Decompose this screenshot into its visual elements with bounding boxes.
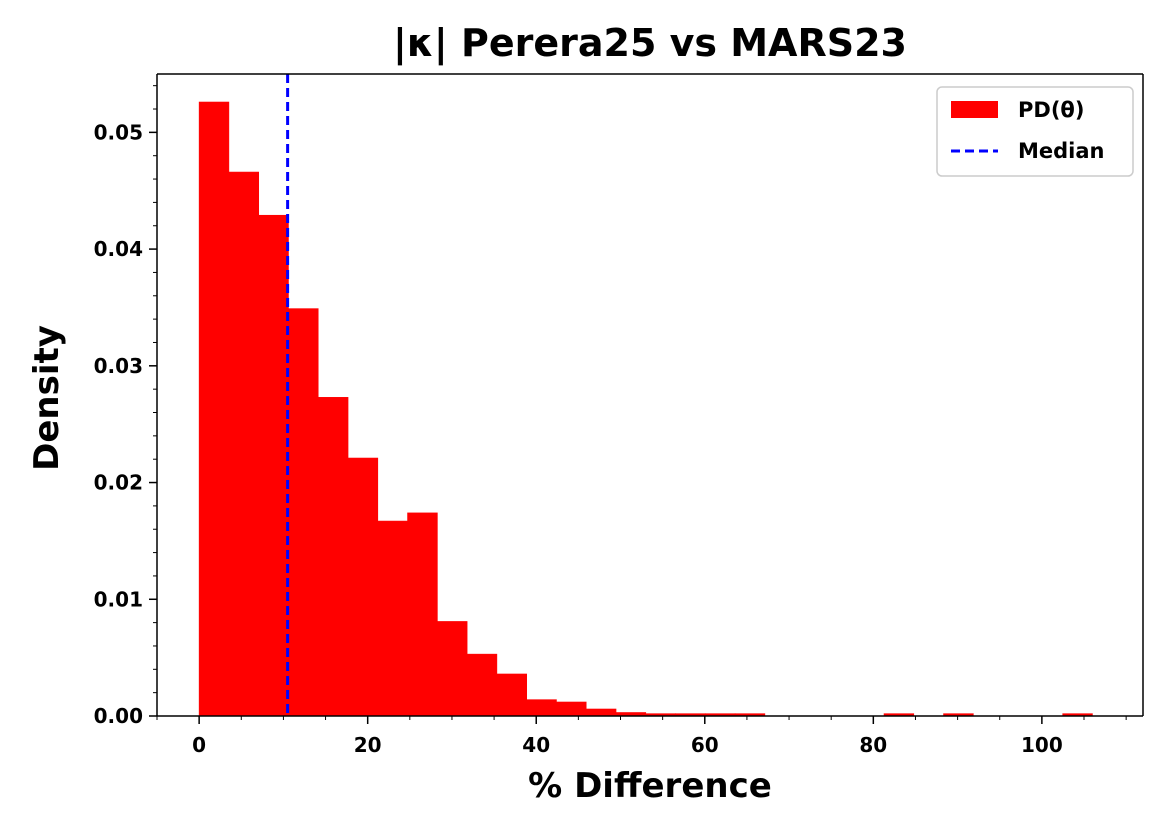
histogram-bars xyxy=(198,101,1093,717)
x-axis-label: % Difference xyxy=(528,766,772,806)
y-tick-label: 0.01 xyxy=(94,587,143,611)
histogram-bar xyxy=(496,673,528,717)
x-axis-ticks: 0 20 40 60 80 100 xyxy=(156,716,1127,757)
plot-frame xyxy=(156,73,1144,717)
histogram-bar xyxy=(258,214,289,717)
legend: PD(θ) Median xyxy=(936,86,1134,177)
y-axis-ticks: 0.00 0.01 0.02 0.03 0.04 0.05 xyxy=(94,85,157,728)
chart-title: |κ| Perera25 vs MARS23 xyxy=(393,21,907,66)
histogram-bar xyxy=(228,171,260,717)
x-tick-label: 20 xyxy=(354,733,382,757)
y-axis-label: Density xyxy=(27,325,67,471)
histogram-bar xyxy=(198,101,230,717)
x-tick-label: 100 xyxy=(1021,733,1063,757)
y-tick-label: 0.04 xyxy=(94,237,143,261)
y-tick-label: 0.02 xyxy=(94,471,143,495)
y-tick-label: 0.00 xyxy=(94,704,143,728)
legend-bar-swatch xyxy=(951,101,998,118)
histogram-bar xyxy=(288,308,319,717)
x-tick-label: 40 xyxy=(522,733,550,757)
x-tick-label: 80 xyxy=(859,733,887,757)
histogram-bar xyxy=(556,701,587,717)
histogram-bar xyxy=(526,699,557,717)
histogram-bar xyxy=(407,512,438,717)
legend-bar-label: PD(θ) xyxy=(1018,98,1084,122)
histogram-bar xyxy=(437,621,468,717)
histogram-bar xyxy=(377,520,408,717)
legend-median-label: Median xyxy=(1018,139,1105,163)
histogram-bar xyxy=(466,653,498,717)
y-tick-label: 0.05 xyxy=(94,120,143,144)
histogram-bar xyxy=(585,708,617,717)
x-tick-label: 60 xyxy=(691,733,719,757)
x-tick-label: 0 xyxy=(192,733,206,757)
histogram-bar xyxy=(317,397,349,717)
histogram-bar xyxy=(347,457,379,717)
y-tick-label: 0.03 xyxy=(94,354,143,378)
